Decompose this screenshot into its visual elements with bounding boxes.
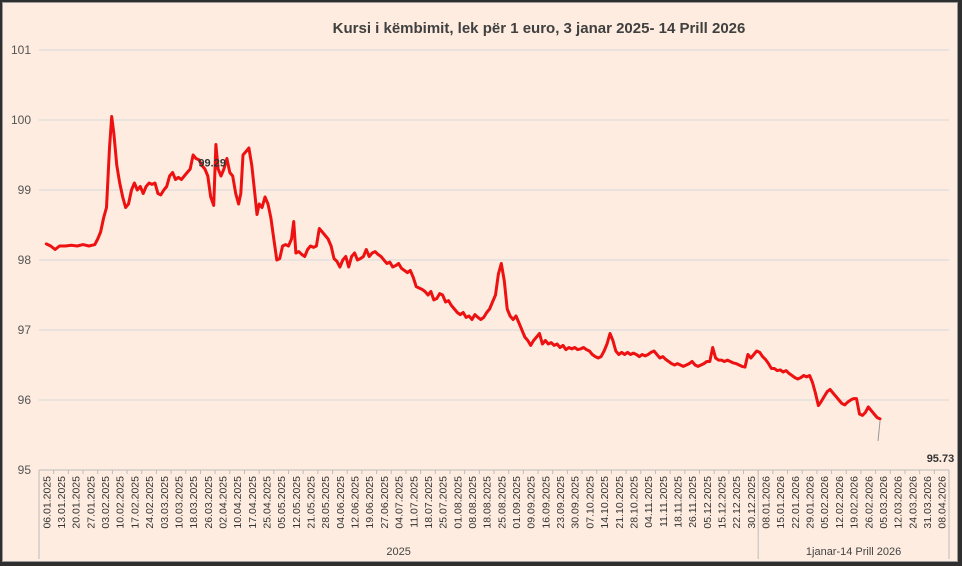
- x-tick-label: 10.04.2025: [232, 476, 244, 529]
- x-tick-label: 19.02.2026: [849, 476, 861, 529]
- x-tick-label: 11.07.2025: [408, 476, 420, 528]
- data-label-leader: [877, 420, 881, 441]
- y-tick-label: 96: [18, 393, 32, 407]
- y-tick-label: 100: [11, 113, 31, 127]
- x-tick-label: 11.11.2025: [658, 476, 670, 527]
- x-tick-label: 18.03.2025: [188, 476, 200, 529]
- x-tick-label: 15.01.2026: [775, 476, 787, 529]
- x-tick-label: 10.02.2025: [115, 476, 127, 529]
- x-tick-label: 02.04.2025: [217, 476, 229, 529]
- x-tick-label: 22.01.2026: [790, 476, 802, 529]
- x-tick-label: 08.01.2026: [761, 476, 773, 529]
- x-tick-label: 12.03.2026: [893, 476, 905, 529]
- y-tick-label: 101: [11, 43, 31, 57]
- x-tick-label: 25.04.2025: [262, 476, 274, 529]
- x-tick-label: 26.02.2026: [863, 476, 875, 529]
- x-tick-label: 18.11.2025: [672, 476, 684, 528]
- x-tick-label: 30.12.2025: [746, 476, 758, 529]
- x-tick-label: 05.03.2026: [878, 476, 890, 529]
- x-tick-label: 09.09.2025: [526, 476, 538, 529]
- data-label: 99.29: [198, 158, 226, 170]
- x-tick-label: 03.03.2025: [159, 476, 171, 529]
- chart-title: Kursi i këmbimit, lek për 1 euro, 3 jana…: [333, 20, 746, 37]
- x-tick-label: 08.04.2026: [937, 476, 949, 529]
- line-chart: Kursi i këmbimit, lek për 1 euro, 3 jana…: [11, 20, 955, 559]
- x-tick-label: 27.06.2025: [379, 476, 391, 529]
- x-tick-label: 08.08.2025: [467, 476, 479, 529]
- x-tick-label: 20.01.2025: [71, 476, 83, 529]
- x-tick-label: 27.01.2025: [85, 476, 97, 529]
- x-tick-label: 05.12.2025: [702, 476, 714, 529]
- x-tick-label: 30.09.2025: [570, 476, 582, 529]
- x-tick-label: 25.08.2025: [496, 476, 508, 529]
- x-tick-label: 13.01.2025: [56, 476, 68, 529]
- series-line: [44, 115, 882, 421]
- x-tick-label: 28.05.2025: [320, 476, 332, 529]
- x-tick-label: 14.10.2025: [599, 476, 611, 529]
- x-tick-label: 12.06.2025: [350, 476, 362, 529]
- x-tick-label: 26.03.2025: [203, 476, 215, 529]
- x-tick-label: 31.03.2026: [922, 476, 934, 529]
- x-tick-label: 25.07.2025: [438, 476, 450, 529]
- x-tick-label: 16.09.2025: [540, 476, 552, 529]
- x-tick-label: 24.03.2026: [907, 476, 919, 529]
- x-tick-label: 06.01.2025: [41, 476, 53, 529]
- x-tick-label: 19.06.2025: [364, 476, 376, 529]
- x-tick-label: 12.02.2026: [834, 476, 846, 529]
- x-tick-label: 15.12.2025: [717, 476, 729, 529]
- y-tick-label: 98: [18, 253, 32, 267]
- x-tick-label: 10.03.2025: [173, 476, 185, 529]
- x-tick-label: 07.10.2025: [584, 476, 596, 529]
- group-label: 2025: [386, 546, 410, 558]
- x-tick-label: 03.02.2025: [100, 476, 112, 529]
- x-tick-label: 18.07.2025: [423, 476, 435, 529]
- group-label: 1janar-14 Prill 2026: [806, 546, 901, 558]
- y-tick-label: 97: [18, 323, 32, 337]
- x-tick-label: 24.02.2025: [144, 476, 156, 529]
- x-tick-label: 23.09.2025: [555, 476, 567, 529]
- x-tick-label: 21.05.2025: [306, 476, 318, 529]
- x-tick-label: 04.06.2025: [335, 476, 347, 529]
- x-tick-label: 26.11.2025: [687, 476, 699, 528]
- x-tick-label: 17.04.2025: [247, 476, 259, 529]
- x-tick-label: 01.08.2025: [452, 476, 464, 529]
- x-tick-label: 18.08.2025: [482, 476, 494, 529]
- x-tick-label: 05.05.2025: [276, 476, 288, 529]
- x-tick-label: 12.05.2025: [291, 476, 303, 529]
- x-tick-label: 28.10.2025: [628, 476, 640, 529]
- x-tick-label: 21.10.2025: [614, 476, 626, 529]
- x-tick-label: 22.12.2025: [731, 476, 743, 529]
- x-tick-label: 05.02.2026: [819, 476, 831, 529]
- y-tick-label: 95: [18, 463, 32, 477]
- data-label: 95.73: [927, 453, 955, 465]
- x-tick-label: 01.09.2025: [511, 476, 523, 529]
- x-tick-label: 17.02.2025: [129, 476, 141, 529]
- y-tick-label: 99: [18, 183, 32, 197]
- x-tick-label: 29.01.2026: [805, 476, 817, 529]
- x-tick-label: 04.11.2025: [643, 476, 655, 528]
- x-tick-label: 04.07.2025: [394, 476, 406, 529]
